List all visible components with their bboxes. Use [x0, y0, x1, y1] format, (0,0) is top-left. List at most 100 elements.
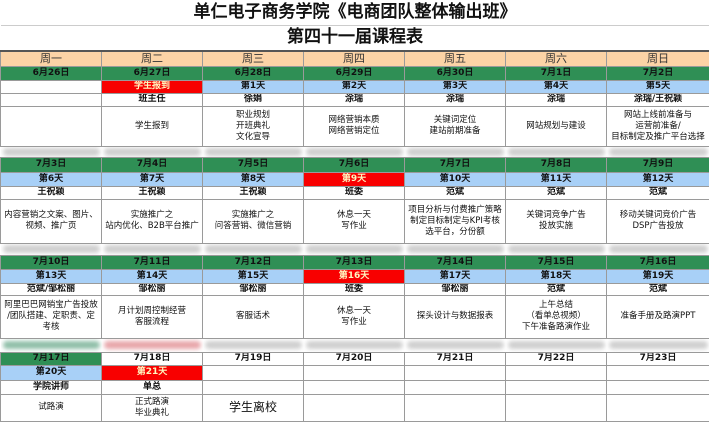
day-cell: 第4天 [506, 80, 607, 93]
blurred-cell [203, 243, 304, 255]
content-cell: 上午总结 （看单总视频） 下午准备路演作业 [506, 295, 607, 338]
teacher-cell: 范斌 [405, 186, 506, 199]
table-row: 周一周二周三周四周五周六周日 [1, 51, 709, 66]
date-cell: 7月13日 [304, 255, 405, 269]
content-cell: 学生报到 [102, 106, 203, 146]
day-cell: 学生报到 [102, 80, 203, 93]
teacher-cell: 范斌 [506, 186, 607, 199]
content-cell: 职业规划 开班典礼 文化宣导 [203, 106, 304, 146]
content-cell: 月计划周控制经营 客服流程 [102, 295, 203, 338]
content-cell: 内容营销之文案、图片、 视频、推广页 [1, 199, 102, 243]
blurred-cell [506, 243, 607, 255]
content-cell: 关键词竞争广告 投放实施 [506, 199, 607, 243]
redacted-text [306, 148, 403, 156]
redacted-text [508, 341, 605, 349]
teacher-cell: 范斌/邹松丽 [1, 283, 102, 295]
content-cell [405, 394, 506, 421]
redacted-text [508, 245, 605, 253]
date-cell: 7月11日 [102, 255, 203, 269]
teacher-cell: 邹松丽 [102, 283, 203, 295]
redacted-text [306, 245, 403, 253]
date-cell: 6月29日 [304, 66, 405, 80]
day-cell: 第6天 [1, 172, 102, 186]
redacted-text [407, 245, 504, 253]
teacher-cell: 徐娟 [203, 93, 304, 106]
teacher-cell: 涂瑞 [506, 93, 607, 106]
teacher-cell [506, 380, 607, 394]
teacher-cell: 班委 [304, 283, 405, 295]
teacher-cell: 范斌 [506, 283, 607, 295]
day-cell: 第16天 [304, 269, 405, 283]
redacted-text [205, 148, 302, 156]
teacher-cell: 王祝颖 [1, 186, 102, 199]
content-cell [1, 106, 102, 146]
content-cell: 项目分析与付费推广策略 制定目标制定与KPI考核 选平台，分份额 [405, 199, 506, 243]
day-cell: 第18天 [506, 269, 607, 283]
weekday-header: 周二 [102, 51, 203, 66]
teacher-cell: 范斌 [607, 283, 709, 295]
table-row: 班主任徐娟涂瑞涂瑞涂瑞涂瑞/王祝颖 [1, 93, 709, 106]
teacher-cell: 班委 [304, 186, 405, 199]
date-cell: 7月16日 [607, 255, 709, 269]
table-row: 学院讲师单总 [1, 380, 709, 394]
table-row: 内容营销之文案、图片、 视频、推广页实施推广之 站内优化、B2B平台推广实施推广… [1, 199, 709, 243]
table-row: 学生报到职业规划 开班典礼 文化宣导网络营销本质 网络营销定位关键词定位 建站前… [1, 106, 709, 146]
content-cell: 正式路演 毕业典礼 [102, 394, 203, 421]
teacher-cell: 班主任 [102, 93, 203, 106]
blurred-cell [607, 146, 709, 157]
day-cell [1, 80, 102, 93]
teacher-cell: 王祝颖 [102, 186, 203, 199]
blurred-cell [405, 146, 506, 157]
content-cell: 休息一天 写作业 [304, 295, 405, 338]
date-cell: 7月5日 [203, 157, 304, 172]
teacher-cell [203, 380, 304, 394]
date-cell: 7月20日 [304, 352, 405, 365]
day-cell [203, 365, 304, 380]
date-cell: 7月17日 [1, 352, 102, 365]
table-row: 阿里巴巴网销宝广告投放 /团队搭建、定职责、定 考核月计划周控制经营 客服流程客… [1, 295, 709, 338]
date-cell: 7月7日 [405, 157, 506, 172]
teacher-cell: 王祝颖 [203, 186, 304, 199]
redacted-text [407, 148, 504, 156]
content-cell: 探头设计与数据报表 [405, 295, 506, 338]
content-cell: 移动关键词竞价广告 DSP广告投放 [607, 199, 709, 243]
day-cell: 第3天 [405, 80, 506, 93]
day-cell: 第9天 [304, 172, 405, 186]
table-row [1, 146, 709, 157]
table-row: 范斌/邹松丽邹松丽邹松丽班委邹松丽范斌范斌 [1, 283, 709, 295]
day-cell: 第12天 [607, 172, 709, 186]
content-cell: 网站上线前准备与 运营前准备/ 目标制定及推广平台选择 [607, 106, 709, 146]
day-cell: 第5天 [607, 80, 709, 93]
redacted-text [205, 245, 302, 253]
teacher-cell: 单总 [102, 380, 203, 394]
blurred-cell [1, 146, 102, 157]
weekday-header: 周四 [304, 51, 405, 66]
weekday-header: 周三 [203, 51, 304, 66]
weekday-header: 周五 [405, 51, 506, 66]
teacher-cell: 范斌 [607, 186, 709, 199]
date-cell: 7月23日 [607, 352, 709, 365]
redacted-text [609, 148, 708, 156]
day-cell: 第2天 [304, 80, 405, 93]
page-title: 单仁电子商务学院《电商团队整体输出班》 [1, 0, 709, 25]
date-cell: 7月8日 [506, 157, 607, 172]
date-cell: 7月6日 [304, 157, 405, 172]
table-row [1, 338, 709, 352]
table-row: 学生报到第1天第2天第3天第4天第5天 [1, 80, 709, 93]
blurred-cell [405, 243, 506, 255]
table-row: 第13天第14天第15天第16天第17天第18天第19天 [1, 269, 709, 283]
teacher-cell: 涂瑞 [405, 93, 506, 106]
redacted-text [609, 245, 708, 253]
blurred-cell [102, 338, 203, 352]
page-subtitle: 第四十一届课程表 [1, 25, 709, 51]
date-cell: 7月18日 [102, 352, 203, 365]
weekday-header: 周日 [607, 51, 709, 66]
date-cell: 7月19日 [203, 352, 304, 365]
date-cell: 6月28日 [203, 66, 304, 80]
weekday-header: 周一 [1, 51, 102, 66]
blurred-cell [203, 338, 304, 352]
content-cell [506, 394, 607, 421]
